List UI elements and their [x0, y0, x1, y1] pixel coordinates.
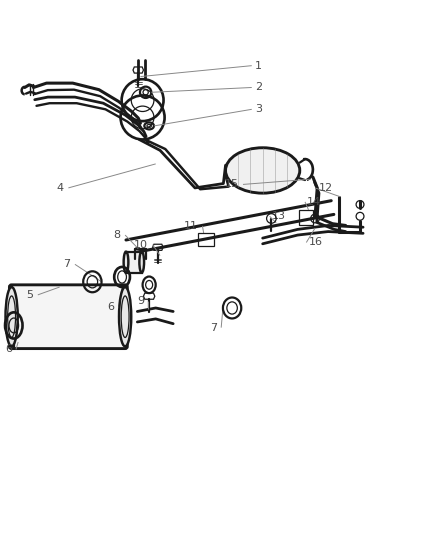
Text: 10: 10 [134, 240, 148, 249]
Ellipse shape [226, 148, 300, 193]
Ellipse shape [119, 287, 131, 346]
Ellipse shape [139, 252, 144, 272]
Text: 7: 7 [210, 322, 217, 333]
Text: 12: 12 [318, 183, 333, 193]
Text: 6: 6 [6, 344, 12, 354]
Ellipse shape [124, 252, 128, 272]
Bar [126, 252, 142, 272]
Text: 16: 16 [308, 238, 322, 247]
Bar [198, 233, 214, 246]
FancyBboxPatch shape [10, 285, 127, 349]
Text: 15: 15 [225, 180, 239, 189]
Text: 1: 1 [255, 61, 262, 71]
Bar [299, 210, 313, 225]
Text: 14: 14 [307, 197, 321, 207]
Text: 7: 7 [64, 260, 71, 269]
Text: 4: 4 [57, 183, 64, 193]
Text: 2: 2 [255, 83, 262, 93]
Text: 3: 3 [255, 104, 262, 114]
Text: 6: 6 [107, 302, 114, 312]
Ellipse shape [6, 287, 18, 346]
Text: 5: 5 [26, 290, 33, 300]
Text: 8: 8 [113, 230, 121, 240]
Text: 11: 11 [184, 221, 198, 231]
Text: 13: 13 [272, 211, 286, 221]
Text: 9: 9 [137, 296, 144, 305]
